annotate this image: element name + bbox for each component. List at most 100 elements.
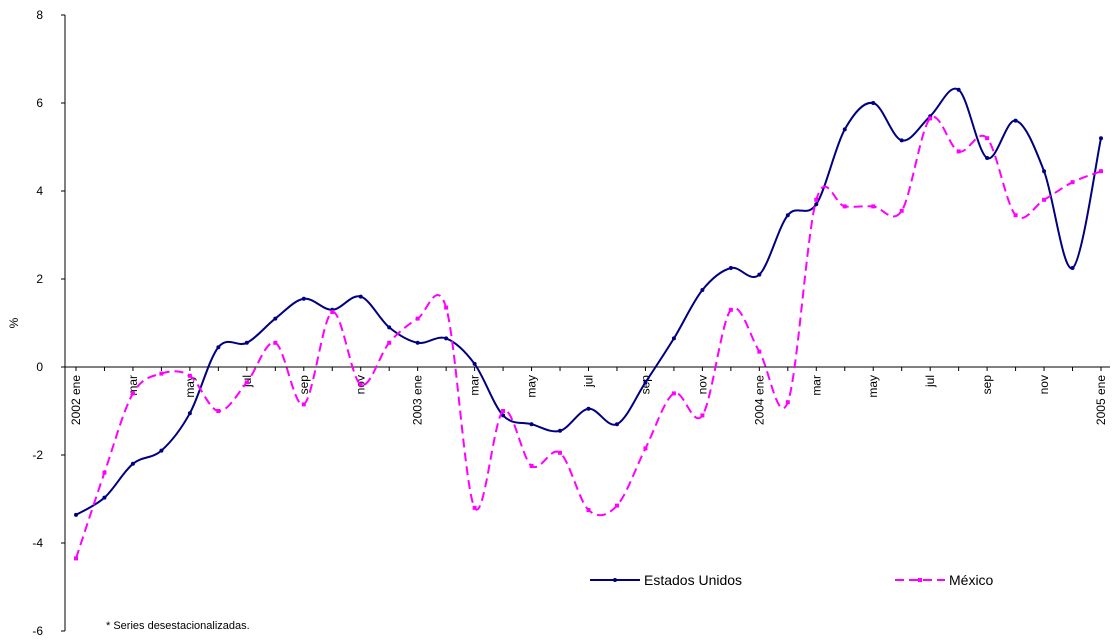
x-tick-label: jul <box>923 375 937 388</box>
y-tick-label: -6 <box>32 624 43 638</box>
point <box>700 288 705 292</box>
point <box>728 307 733 312</box>
point <box>785 213 790 218</box>
x-tick-label: may <box>183 375 197 398</box>
point <box>671 336 676 341</box>
x-tick-label: 2005 ene <box>1094 375 1108 425</box>
y-tick-label: -2 <box>32 448 43 462</box>
point <box>301 296 306 301</box>
point <box>273 340 278 345</box>
legend-label: México <box>949 572 994 588</box>
y-axis-label: % <box>7 317 21 328</box>
legend-marker <box>918 578 922 582</box>
point <box>358 294 363 299</box>
y-tick-label: 0 <box>36 360 43 374</box>
point <box>956 149 961 154</box>
point <box>899 208 904 213</box>
x-tick-label: sep <box>980 375 994 395</box>
point <box>1099 169 1103 174</box>
point <box>671 391 676 396</box>
point <box>501 413 506 418</box>
point <box>501 409 506 413</box>
point <box>415 316 420 321</box>
point <box>842 204 847 209</box>
point <box>814 197 819 202</box>
point <box>187 373 192 378</box>
series-line <box>75 87 1102 516</box>
x-tick-label: may <box>525 375 539 398</box>
y-tick-label: 6 <box>36 96 43 110</box>
point <box>244 380 249 385</box>
point <box>586 508 591 512</box>
point <box>1070 266 1075 270</box>
point <box>614 503 619 508</box>
legend-label: Estados Unidos <box>644 572 742 588</box>
point <box>472 505 477 510</box>
point <box>757 349 762 354</box>
x-tick-label: 2004 ene <box>752 375 766 425</box>
y-tick-label: -4 <box>32 536 43 550</box>
point <box>387 325 392 330</box>
x-tick-label: sep <box>297 375 311 395</box>
y-tick-label: 4 <box>36 184 43 198</box>
point <box>899 138 904 143</box>
point <box>1042 197 1047 202</box>
point <box>871 101 876 105</box>
point <box>928 116 933 121</box>
point <box>1013 213 1018 218</box>
point <box>814 202 819 207</box>
point <box>985 156 990 160</box>
x-tick-label: mar <box>809 375 823 396</box>
point <box>301 402 306 407</box>
point <box>842 127 847 132</box>
point <box>558 428 563 433</box>
point <box>529 422 534 427</box>
x-tick-label: 2002 ene <box>69 375 83 425</box>
point <box>871 204 876 209</box>
note: * Series desestacionalizadas. <box>106 620 250 632</box>
point <box>244 340 249 345</box>
x-tick-label: 2003 ene <box>411 375 425 425</box>
x-tick-label: may <box>866 375 880 398</box>
point <box>444 305 449 310</box>
series-line <box>75 115 1102 559</box>
point <box>1099 136 1103 141</box>
point <box>643 380 648 385</box>
point <box>586 406 591 411</box>
point <box>74 512 78 517</box>
point <box>102 470 107 475</box>
point <box>444 336 449 341</box>
point <box>273 316 278 321</box>
point <box>358 382 363 387</box>
point <box>757 272 762 277</box>
point <box>1013 118 1018 123</box>
point <box>985 136 990 141</box>
point <box>159 371 164 376</box>
point <box>187 411 192 416</box>
point <box>102 495 107 500</box>
point <box>130 391 135 396</box>
point <box>529 464 534 468</box>
point <box>558 450 563 455</box>
point <box>415 340 420 345</box>
point <box>1042 169 1047 174</box>
point <box>700 413 705 418</box>
point <box>1070 180 1075 185</box>
point <box>785 400 790 405</box>
x-tick-label: nov <box>1037 375 1051 394</box>
point <box>472 361 477 366</box>
x-tick-label: nov <box>695 375 709 394</box>
x-tick-label: jul <box>582 375 596 388</box>
point <box>614 422 619 427</box>
legend-marker <box>613 578 617 582</box>
point <box>387 340 392 345</box>
x-tick-label: mar <box>468 375 482 396</box>
point <box>216 409 221 413</box>
point <box>74 556 78 561</box>
point <box>728 266 733 270</box>
point <box>216 345 221 350</box>
point <box>643 446 648 451</box>
point <box>130 461 135 466</box>
y-tick-label: 2 <box>36 272 43 286</box>
